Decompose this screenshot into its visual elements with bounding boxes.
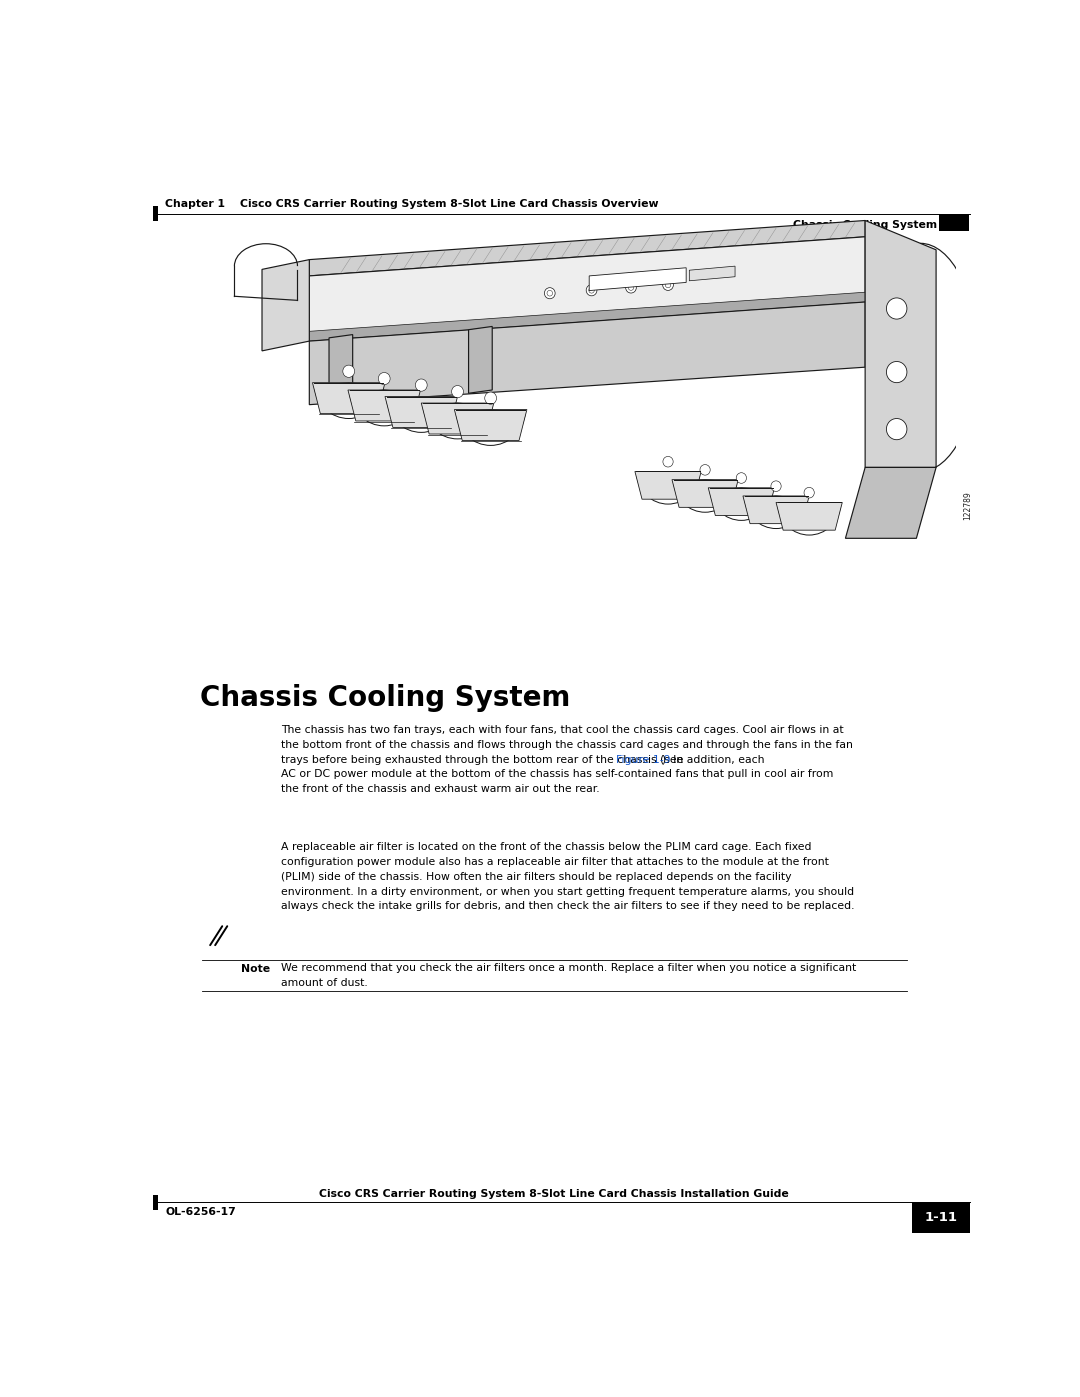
Polygon shape: [708, 488, 774, 515]
Polygon shape: [312, 383, 384, 414]
Text: Cable Management Bracket: Cable Management Bracket: [365, 310, 542, 320]
Circle shape: [665, 282, 671, 288]
Polygon shape: [743, 496, 809, 524]
Circle shape: [771, 481, 781, 492]
Text: 122789: 122789: [963, 492, 972, 521]
Circle shape: [887, 362, 907, 383]
Text: AC or DC power module at the bottom of the chassis has self-contained fans that : AC or DC power module at the bottom of t…: [282, 770, 834, 780]
Circle shape: [451, 386, 463, 398]
Text: always check the intake grills for debris, and then check the air filters to see: always check the intake grills for debri…: [282, 901, 855, 911]
Circle shape: [586, 285, 597, 296]
Text: Figure 1-8: Figure 1-8: [282, 279, 336, 289]
Text: Chassis Cooling System: Chassis Cooling System: [200, 685, 570, 712]
Polygon shape: [309, 221, 865, 277]
Circle shape: [378, 373, 390, 384]
Circle shape: [700, 465, 711, 475]
Circle shape: [663, 279, 674, 291]
Polygon shape: [846, 468, 936, 538]
Wedge shape: [778, 503, 840, 535]
Wedge shape: [674, 479, 737, 513]
Polygon shape: [469, 327, 492, 394]
Bar: [939, 214, 969, 231]
Wedge shape: [314, 383, 383, 419]
Text: OL-6256-17: OL-6256-17: [165, 1207, 235, 1217]
Text: Chapter 1    Cisco CRS Carrier Routing System 8-Slot Line Card Chassis Overview: Chapter 1 Cisco CRS Carrier Routing Syst…: [165, 198, 659, 208]
Polygon shape: [309, 237, 865, 341]
Text: Cisco CRS Carrier Routing System 8-Slot Line Card Chassis Installation Guide: Cisco CRS Carrier Routing System 8-Slot …: [319, 1189, 788, 1199]
Polygon shape: [590, 268, 686, 291]
Polygon shape: [777, 503, 842, 531]
Polygon shape: [689, 265, 735, 281]
Text: configuration power module also has a replaceable air filter that attaches to th: configuration power module also has a re…: [282, 856, 829, 868]
Polygon shape: [672, 479, 739, 507]
Polygon shape: [635, 472, 701, 499]
Circle shape: [887, 298, 907, 319]
Circle shape: [589, 288, 594, 293]
Bar: [152, 1194, 159, 1210]
Circle shape: [342, 365, 354, 377]
Circle shape: [544, 288, 555, 299]
Text: ). In addition, each: ). In addition, each: [662, 754, 765, 764]
Circle shape: [737, 472, 746, 483]
Circle shape: [887, 419, 907, 440]
Bar: [152, 207, 159, 222]
Text: the bottom front of the chassis and flows through the chassis card cages and thr: the bottom front of the chassis and flow…: [282, 739, 853, 750]
Polygon shape: [865, 221, 936, 468]
Text: 1-11: 1-11: [924, 1211, 958, 1224]
Text: shows the cable management bracket.: shows the cable management bracket.: [334, 279, 550, 289]
Circle shape: [629, 285, 634, 291]
Text: Note: Note: [241, 964, 270, 974]
Text: the front of the chassis and exhaust warm air out the rear.: the front of the chassis and exhaust war…: [282, 784, 600, 795]
Bar: [912, 1203, 970, 1232]
Text: amount of dust.: amount of dust.: [282, 978, 368, 988]
Circle shape: [804, 488, 814, 497]
Polygon shape: [455, 409, 527, 440]
Polygon shape: [329, 335, 353, 405]
Wedge shape: [387, 397, 456, 433]
Wedge shape: [350, 390, 419, 426]
Circle shape: [625, 282, 636, 293]
Text: The chassis has two fan trays, each with four fans, that cool the chassis card c: The chassis has two fan trays, each with…: [282, 725, 845, 735]
Polygon shape: [421, 404, 494, 434]
Circle shape: [416, 379, 428, 391]
Polygon shape: [309, 292, 865, 341]
Text: Chassis Cooling System: Chassis Cooling System: [793, 221, 936, 231]
Text: trays before being exhausted through the bottom rear of the chassis (see: trays before being exhausted through the…: [282, 754, 687, 764]
Wedge shape: [636, 472, 700, 504]
Text: environment. In a dirty environment, or when you start getting frequent temperat: environment. In a dirty environment, or …: [282, 887, 854, 897]
Wedge shape: [710, 488, 773, 521]
Polygon shape: [262, 260, 309, 351]
Polygon shape: [348, 390, 420, 420]
Polygon shape: [384, 397, 458, 427]
Wedge shape: [744, 496, 808, 528]
Text: A replaceable air filter is located on the front of the chassis below the PLIM c: A replaceable air filter is located on t…: [282, 842, 812, 852]
Wedge shape: [456, 409, 525, 446]
Text: (PLIM) side of the chassis. How often the air filters should be replaced depends: (PLIM) side of the chassis. How often th…: [282, 872, 792, 882]
Circle shape: [546, 291, 553, 296]
Text: Figure 1-8: Figure 1-8: [282, 310, 348, 320]
Text: Figure 1-9: Figure 1-9: [617, 754, 671, 764]
Polygon shape: [309, 302, 865, 405]
Circle shape: [663, 457, 673, 467]
Text: We recommend that you check the air filters once a month. Replace a filter when : We recommend that you check the air filt…: [282, 963, 856, 974]
Circle shape: [485, 393, 497, 404]
Wedge shape: [423, 404, 492, 439]
